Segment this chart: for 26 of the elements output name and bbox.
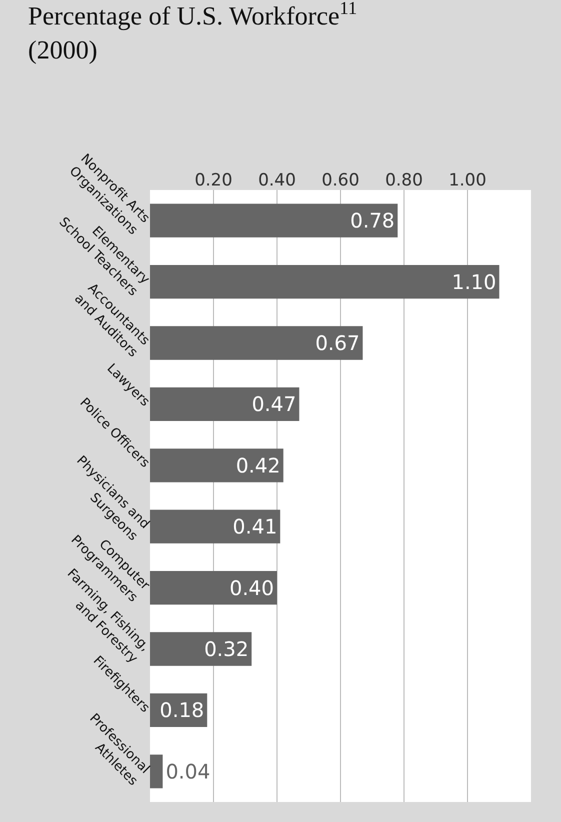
x-tick-label: 0.40 <box>258 170 296 191</box>
bar <box>150 754 163 788</box>
data-label: 0.32 <box>204 637 249 661</box>
data-label: 0.04 <box>166 759 210 784</box>
data-label: 0.47 <box>252 392 296 416</box>
data-label: 0.78 <box>350 208 395 233</box>
x-tick-label: 0.20 <box>194 170 232 191</box>
chart-title: Percentage of U.S. Workforce$^{11}$ <box>28 0 358 31</box>
bar <box>150 387 300 422</box>
bar <box>150 264 500 299</box>
bar <box>150 510 280 544</box>
bar <box>150 204 398 238</box>
bar <box>150 570 277 605</box>
x-tick-label: 0.80 <box>385 170 423 191</box>
bar <box>150 632 252 666</box>
data-label: 0.41 <box>232 514 278 539</box>
data-label: 0.42 <box>236 453 280 478</box>
x-tick-label: 0.60 <box>322 170 360 191</box>
data-label: 0.67 <box>315 331 360 355</box>
bar <box>150 326 363 360</box>
x-tick-label: 1.00 <box>448 170 486 191</box>
bar <box>150 448 284 482</box>
chart-subtitle: (2000) <box>28 35 98 64</box>
data-label: 0.18 <box>160 698 204 722</box>
data-label: 0.40 <box>229 576 274 600</box>
data-label: 1.10 <box>452 270 496 294</box>
